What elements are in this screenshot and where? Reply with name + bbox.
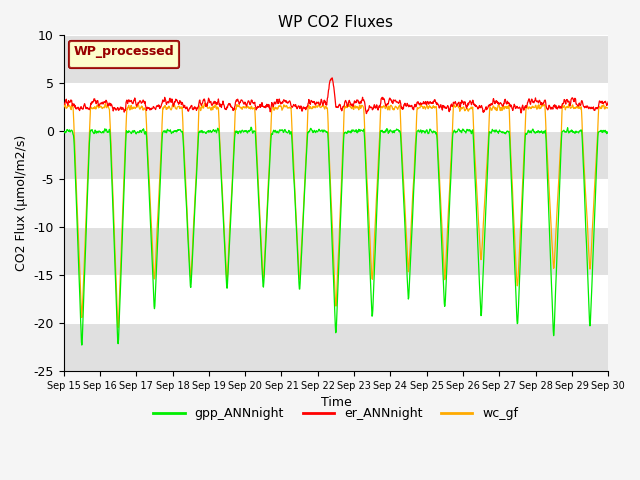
gpp_ANNnight [78, 342, 86, 348]
wc_gf [181, 167, 189, 172]
Title: WP CO2 Fluxes: WP CO2 Fluxes [278, 15, 394, 30]
Legend: gpp_ANNnight, er_ANNnight, wc_gf: gpp_ANNnight, er_ANNnight, wc_gf [148, 402, 524, 425]
gpp_ANNnight [421, 130, 429, 136]
wc_gf [243, 105, 250, 111]
X-axis label: Time: Time [321, 396, 351, 409]
wc_gf [540, 102, 548, 108]
wc_gf [200, 101, 208, 107]
gpp_ANNnight [242, 128, 250, 133]
gpp_ANNnight [492, 127, 500, 133]
er_ANNnight [540, 98, 548, 104]
er_ANNnight [328, 75, 336, 81]
Bar [63, 36, 608, 84]
wc_gf [492, 108, 500, 113]
gpp_ANNnight [540, 129, 548, 135]
er_ANNnight [242, 101, 250, 107]
Line: gpp_ANNnight: gpp_ANNnight [63, 127, 608, 345]
gpp_ANNnight [60, 128, 67, 134]
wc_gf [60, 105, 67, 111]
wc_gf [421, 105, 429, 110]
gpp_ANNnight [181, 178, 189, 184]
wc_gf [168, 106, 176, 111]
er_ANNnight [168, 99, 175, 105]
wc_gf [604, 105, 612, 111]
Bar [63, 323, 608, 371]
gpp_ANNnight [604, 131, 612, 136]
Line: er_ANNnight: er_ANNnight [63, 78, 608, 114]
wc_gf [115, 324, 122, 330]
Y-axis label: CO2 Flux (μmol/m2/s): CO2 Flux (μmol/m2/s) [15, 135, 28, 271]
er_ANNnight [604, 99, 612, 105]
er_ANNnight [421, 101, 429, 107]
er_ANNnight [362, 111, 370, 117]
er_ANNnight [60, 101, 67, 107]
gpp_ANNnight [168, 130, 176, 135]
Bar [63, 227, 608, 275]
Line: wc_gf: wc_gf [63, 104, 608, 327]
er_ANNnight [181, 103, 189, 108]
er_ANNnight [492, 98, 500, 104]
Bar [63, 131, 608, 179]
gpp_ANNnight [247, 124, 255, 130]
